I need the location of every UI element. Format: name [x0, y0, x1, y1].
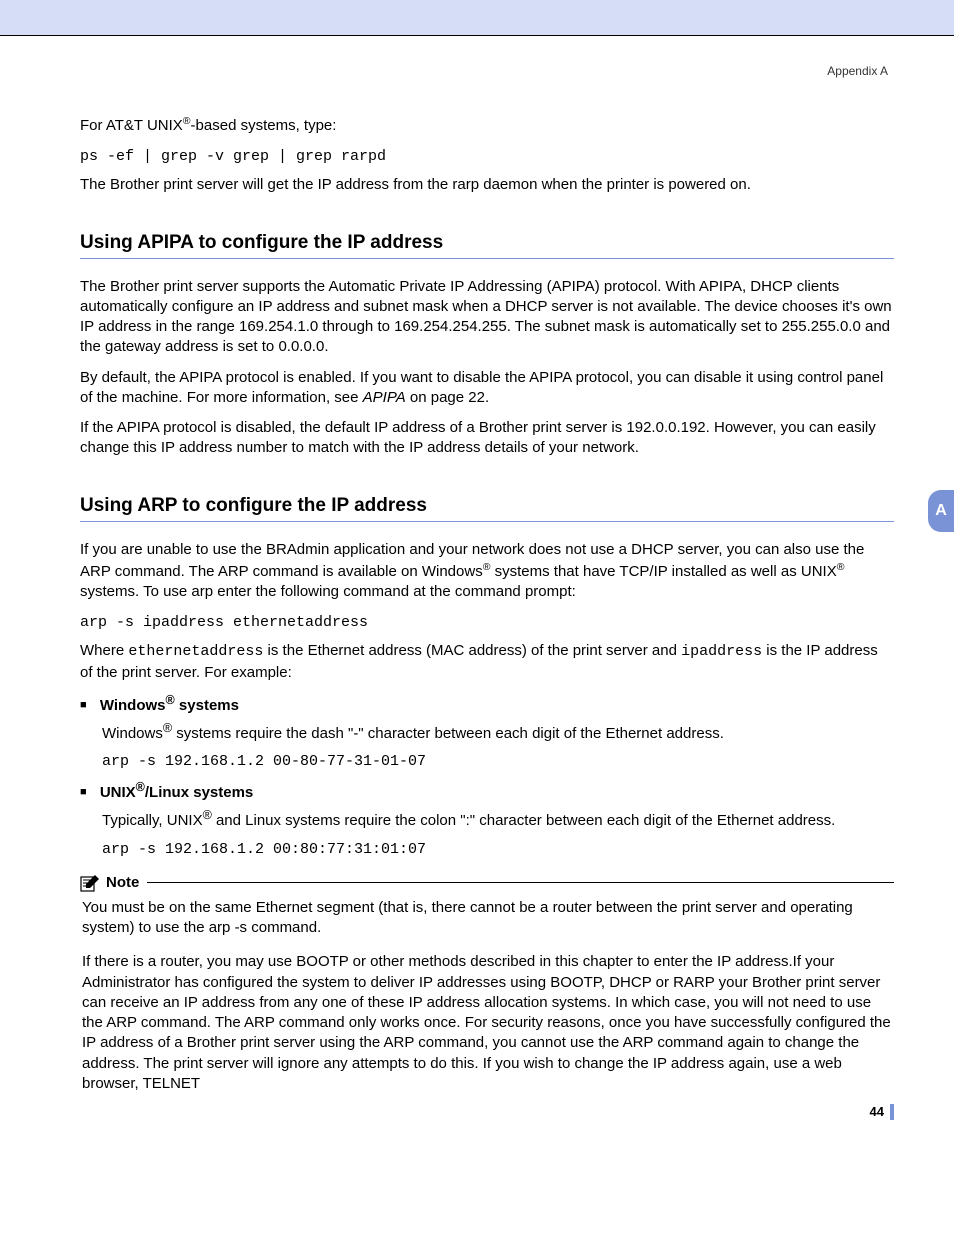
note-p1: You must be on the same Ethernet segment…: [80, 898, 894, 939]
bullet-unix-head: UNIX®/Linux systems: [80, 780, 894, 801]
top-highlight-band: [0, 0, 954, 36]
bullet-unix-body: Typically, UNIX® and Linux systems requi…: [80, 807, 894, 831]
arp-p2: Where ethernetaddress is the Ethernet ad…: [80, 641, 894, 683]
note-block: Note You must be on the same Ethernet se…: [80, 874, 894, 1094]
apipa-rule: [80, 258, 894, 259]
arp-heading: Using ARP to configure the IP address: [80, 495, 894, 517]
appendix-label: Appendix A: [80, 64, 894, 78]
apipa-heading: Using APIPA to configure the IP address: [80, 232, 894, 254]
bullet-windows-command: arp -s 192.168.1.2 00-80-77-31-01-07: [80, 752, 894, 772]
intro-line2: The Brother print server will get the IP…: [80, 175, 894, 195]
apipa-p3: If the APIPA protocol is disabled, the d…: [80, 418, 894, 459]
arp-rule: [80, 521, 894, 522]
note-title: Note: [106, 874, 139, 891]
arp-p1: If you are unable to use the BRAdmin app…: [80, 540, 894, 603]
apipa-p1: The Brother print server supports the Au…: [80, 277, 894, 358]
intro-line1: For AT&T UNIX®-based systems, type:: [80, 114, 894, 136]
bullet-windows: Windows® systems Windows® systems requir…: [80, 693, 894, 773]
note-p2: If there is a router, you may use BOOTP …: [80, 952, 894, 1094]
bullet-windows-body: Windows® systems require the dash "-" ch…: [80, 720, 894, 744]
bullet-windows-head: Windows® systems: [80, 693, 894, 714]
apipa-p2: By default, the APIPA protocol is enable…: [80, 368, 894, 409]
bullet-unix-command: arp -s 192.168.1.2 00:80:77:31:01:07: [80, 840, 894, 860]
intro-command: ps -ef | grep -v grep | grep rarpd: [80, 146, 894, 167]
bullet-unix: UNIX®/Linux systems Typically, UNIX® and…: [80, 780, 894, 860]
page-number: 44: [870, 1104, 894, 1120]
note-rule: [147, 882, 894, 883]
pencil-note-icon: [80, 874, 100, 892]
arp-command: arp -s ipaddress ethernetaddress: [80, 612, 894, 633]
apipa-link[interactable]: APIPA: [363, 389, 406, 406]
